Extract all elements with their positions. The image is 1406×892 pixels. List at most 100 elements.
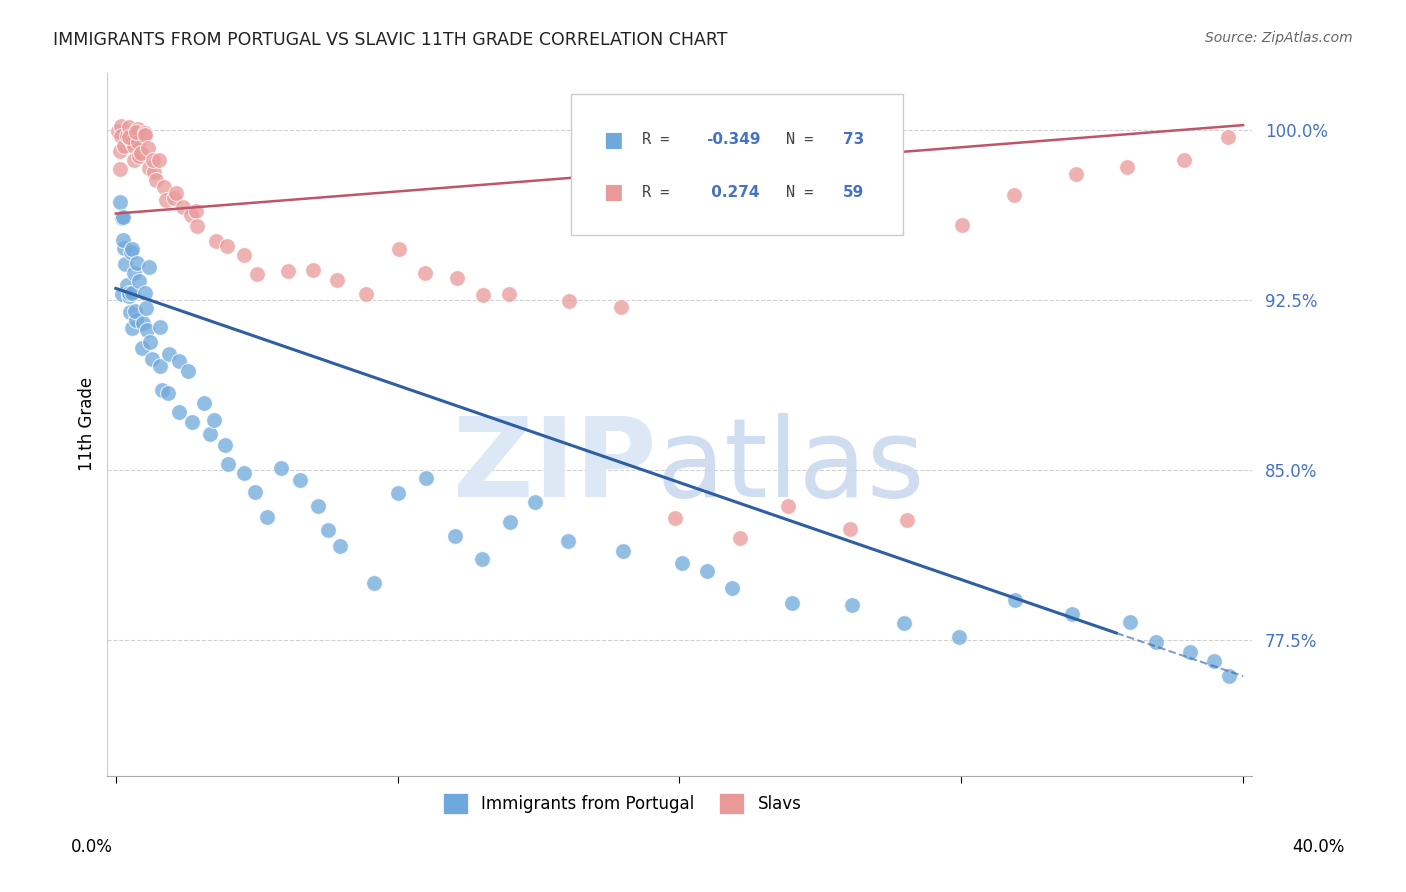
Text: ZIP: ZIP	[453, 413, 657, 520]
Point	[124, 304, 146, 318]
Point	[356, 286, 378, 301]
Legend: Immigrants from Portugal, Slavs: Immigrants from Portugal, Slavs	[436, 787, 808, 821]
Text: ■: ■	[603, 129, 623, 150]
Point	[776, 499, 799, 513]
Point	[120, 245, 142, 260]
Point	[121, 136, 143, 150]
Point	[118, 305, 141, 319]
Point	[184, 203, 207, 218]
Point	[136, 141, 159, 155]
Point	[149, 320, 172, 334]
Point	[198, 427, 221, 442]
Point	[232, 467, 254, 481]
Text: ■: ■	[603, 183, 623, 202]
FancyBboxPatch shape	[571, 94, 903, 235]
Point	[471, 551, 494, 566]
Point	[671, 556, 693, 570]
Text: -0.349: -0.349	[706, 132, 761, 147]
Point	[217, 239, 239, 253]
Text: atlas: atlas	[657, 413, 925, 520]
Point	[121, 321, 143, 335]
Text: R =: R =	[641, 185, 669, 200]
Point	[950, 218, 973, 232]
Point	[118, 288, 141, 302]
Text: N =: N =	[786, 132, 813, 147]
Point	[108, 144, 131, 158]
Point	[1173, 153, 1195, 168]
Point	[127, 122, 149, 136]
Point	[948, 630, 970, 644]
Point	[155, 193, 177, 207]
Point	[148, 153, 170, 168]
Text: Source: ZipAtlas.com: Source: ZipAtlas.com	[1205, 31, 1353, 45]
Point	[1144, 635, 1167, 649]
Point	[127, 135, 149, 149]
Point	[256, 510, 278, 524]
Point	[134, 128, 156, 143]
Point	[302, 263, 325, 277]
Point	[167, 405, 190, 419]
Point	[122, 138, 145, 153]
Point	[557, 533, 579, 548]
Point	[558, 293, 581, 308]
Point	[125, 313, 148, 327]
Point	[387, 485, 409, 500]
Point	[193, 396, 215, 410]
Point	[141, 351, 163, 366]
Text: 0.274: 0.274	[706, 185, 759, 200]
Point	[114, 257, 136, 271]
Point	[118, 120, 141, 134]
Text: IMMIGRANTS FROM PORTUGAL VS SLAVIC 11TH GRADE CORRELATION CHART: IMMIGRANTS FROM PORTUGAL VS SLAVIC 11TH …	[53, 31, 728, 49]
Point	[112, 139, 135, 153]
Point	[172, 200, 194, 214]
Point	[498, 515, 520, 529]
Point	[165, 186, 187, 200]
Point	[110, 286, 132, 301]
Point	[1178, 645, 1201, 659]
Point	[1064, 167, 1087, 181]
Text: 59: 59	[844, 185, 865, 200]
Point	[115, 278, 138, 293]
Point	[1060, 607, 1083, 621]
Point	[117, 285, 139, 300]
Point	[163, 191, 186, 205]
Point	[121, 242, 143, 256]
Point	[124, 153, 146, 167]
Point	[110, 129, 132, 144]
Point	[134, 286, 156, 301]
Point	[205, 234, 228, 248]
Point	[1218, 130, 1240, 145]
Point	[145, 173, 167, 187]
Point	[139, 335, 162, 350]
Point	[471, 287, 494, 301]
Point	[129, 146, 152, 161]
Point	[413, 266, 436, 280]
Point	[316, 523, 339, 537]
Point	[730, 531, 752, 545]
Point	[446, 270, 468, 285]
Text: N =: N =	[786, 185, 813, 200]
Point	[288, 473, 311, 487]
Point	[277, 264, 299, 278]
Point	[181, 415, 204, 429]
Point	[121, 285, 143, 300]
Point	[1218, 669, 1240, 683]
Point	[125, 255, 148, 269]
Text: R =: R =	[641, 132, 669, 147]
Point	[180, 208, 202, 222]
Point	[135, 323, 157, 337]
Text: 73: 73	[844, 132, 865, 147]
Point	[1004, 592, 1026, 607]
Point	[1002, 187, 1025, 202]
Point	[167, 354, 190, 368]
Point	[131, 341, 153, 355]
Point	[841, 599, 863, 613]
Point	[153, 180, 176, 194]
Point	[1116, 160, 1139, 174]
Point	[214, 437, 236, 451]
Point	[112, 233, 135, 247]
Point	[780, 596, 803, 610]
Point	[134, 126, 156, 140]
Point	[107, 123, 129, 137]
Point	[498, 286, 520, 301]
